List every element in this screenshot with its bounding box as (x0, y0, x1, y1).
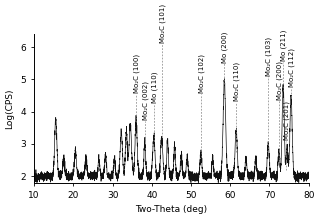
Y-axis label: Log(CPS): Log(CPS) (5, 88, 14, 129)
X-axis label: Two-Theta (deg): Two-Theta (deg) (135, 205, 207, 214)
Text: Mo₂C (110): Mo₂C (110) (234, 62, 240, 101)
Text: Mo (110): Mo (110) (151, 72, 158, 103)
Text: Mo₂C (101): Mo₂C (101) (159, 4, 166, 43)
Text: Mo₂C (201): Mo₂C (201) (284, 101, 290, 140)
Text: Mo₂C (100): Mo₂C (100) (134, 54, 140, 93)
Text: Mo₂C (200): Mo₂C (200) (276, 61, 283, 100)
Text: Mo₂C (102): Mo₂C (102) (198, 54, 205, 93)
Text: Mo₂C (002): Mo₂C (002) (142, 81, 149, 120)
Text: Mo (200): Mo (200) (222, 31, 228, 63)
Text: Mo₂C (112): Mo₂C (112) (289, 48, 295, 87)
Text: Mo (211): Mo (211) (281, 30, 287, 61)
Text: Mo₂C (103): Mo₂C (103) (266, 37, 272, 76)
